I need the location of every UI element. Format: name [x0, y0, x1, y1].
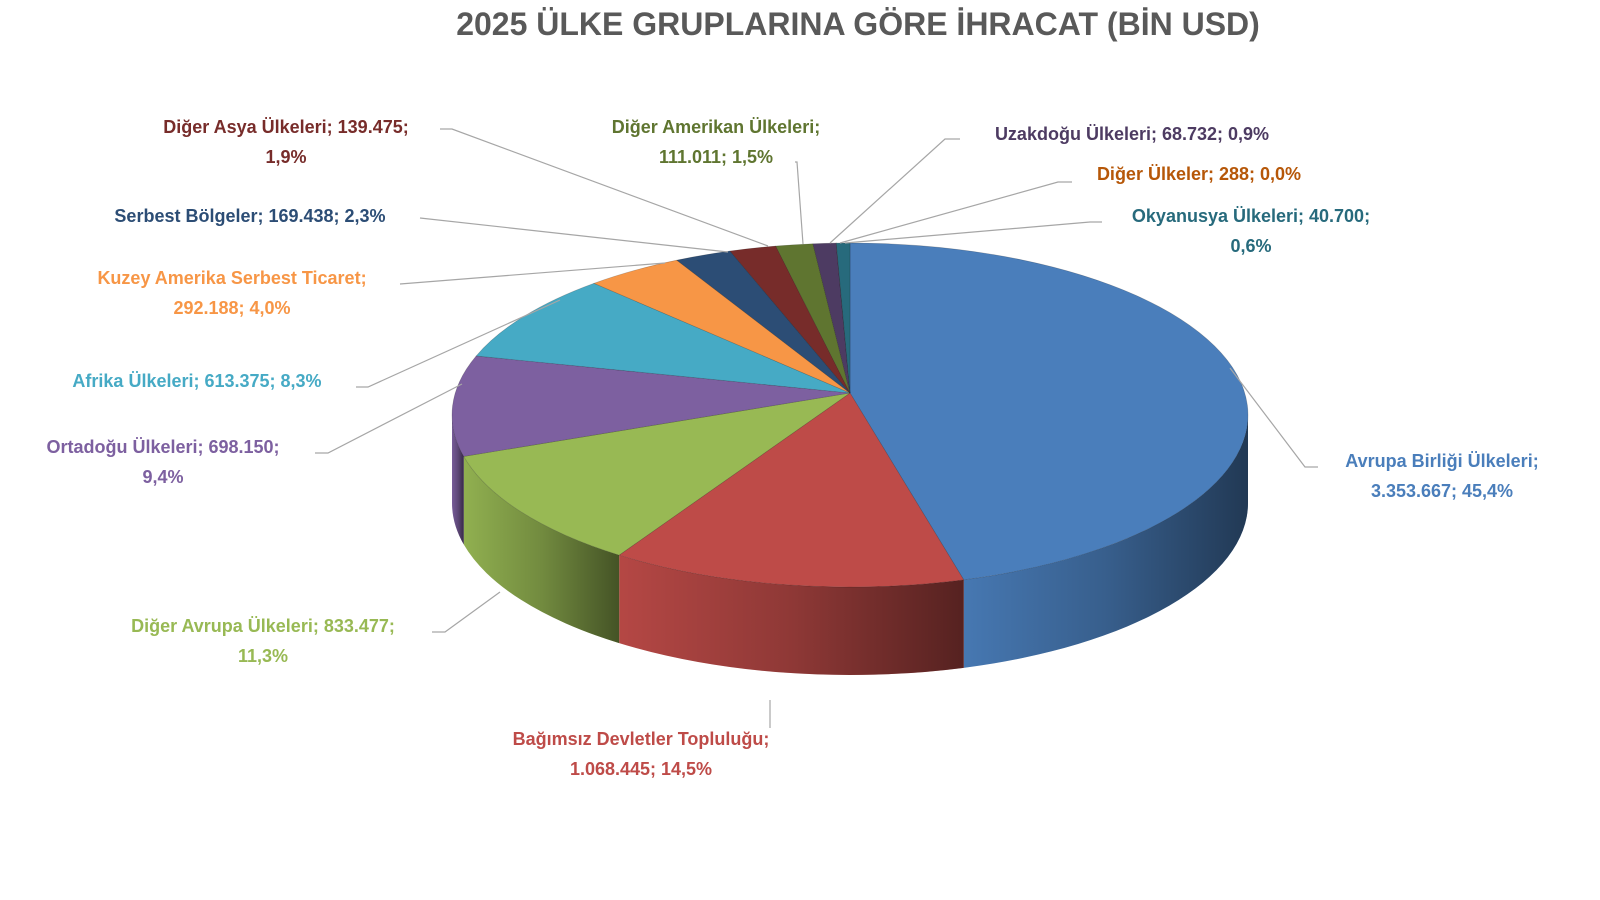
leader-line [356, 299, 561, 388]
data-label: Avrupa Birliği Ülkeleri; 3.353.667; 45,4% [1345, 451, 1538, 501]
leader-line [440, 128, 769, 247]
pie-slice [812, 242, 851, 394]
pie-side-shade-2 [463, 456, 620, 644]
data-label: Bağımsız Devletler Topluluğu; 1.068.445; … [513, 729, 770, 779]
leader-line [1229, 367, 1318, 468]
data-label: Okyanusya Ülkeleri; 40.700; 0,6% [1132, 206, 1370, 256]
data-label: Serbest Bölgeler; 169.438; 2,3% [114, 206, 385, 226]
leader-line [829, 138, 960, 244]
data-label: Uzakdoğu Ülkeleri; 68.732; 0,9% [995, 124, 1269, 144]
data-label: Afrika Ülkeleri; 613.375; 8,3% [72, 371, 321, 391]
chart-title: 2025 ÜLKE GRUPLARINA GÖRE İHRACAT (BİN U… [456, 6, 1260, 42]
leader-line [315, 383, 463, 454]
data-label: Diğer Ülkeler; 288; 0,0% [1097, 164, 1301, 184]
pie-slice [729, 245, 851, 394]
data-label: Diğer Amerikan Ülkeleri; 111.011; 1,5% [612, 117, 820, 167]
leader-line [419, 217, 729, 253]
leader-line [795, 161, 804, 245]
pie-side-shade-1 [619, 555, 964, 676]
pie-slice [849, 242, 1249, 581]
pie-slice [835, 242, 851, 394]
pie-slice [593, 259, 851, 394]
leader-line [399, 262, 666, 285]
pie-slice [775, 243, 851, 394]
pie-slice [618, 392, 965, 588]
pie-side-shade-3 [452, 415, 464, 545]
data-label: Ortadoğu Ülkeleri; 698.150; 9,4% [46, 437, 279, 487]
leader-line [432, 591, 501, 633]
pie-slice [676, 250, 851, 394]
data-label: Diğer Asya Ülkeleri; 139.475; 1,9% [163, 117, 408, 167]
pie-side-shade-0 [963, 415, 1248, 668]
data-label: Diğer Avrupa Ülkeleri; 833.477; 11,3% [131, 616, 395, 666]
pie-slice [463, 392, 851, 556]
data-label: Kuzey Amerika Serbest Ticaret; 292.188; 4… [97, 268, 366, 318]
pie-slice [451, 355, 851, 457]
leader-line [839, 181, 1072, 244]
leader-line [844, 221, 1102, 244]
